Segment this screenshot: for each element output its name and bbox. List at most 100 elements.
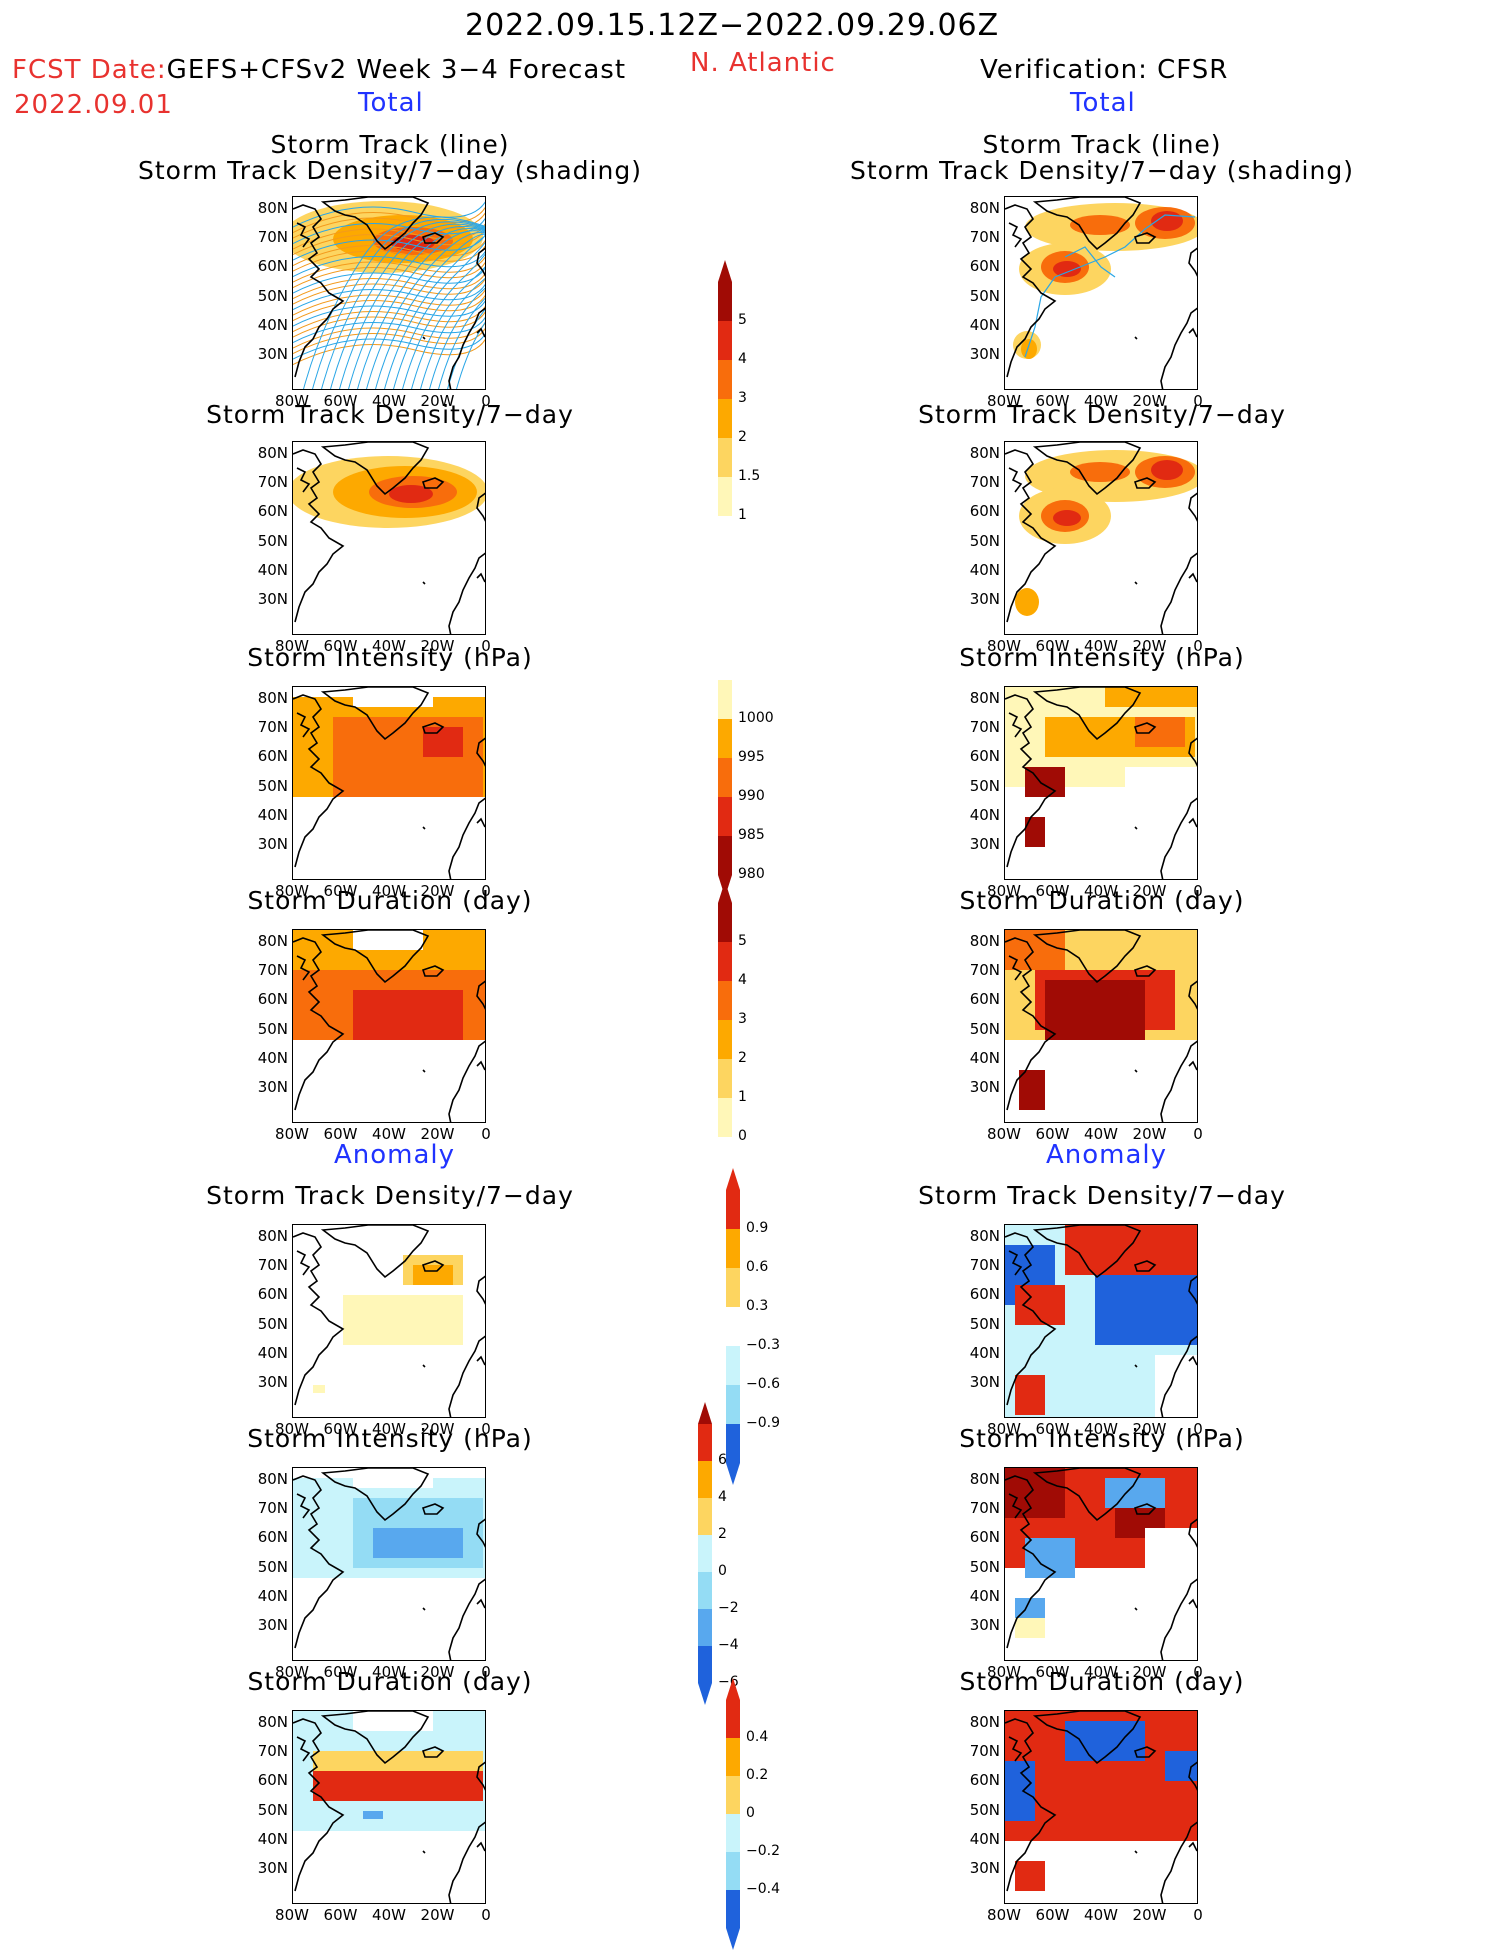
lat-tick-label: 80N <box>969 1713 1000 1731</box>
right-density-anom-map <box>1004 1224 1198 1418</box>
left-duration-title: Storm Duration (day) <box>247 886 533 915</box>
colorbar-arrow <box>726 1463 740 1485</box>
lat-tick-label: 50N <box>969 1800 1000 1819</box>
lat-tick-label: 40N <box>257 805 288 824</box>
lat-tick-label: 40N <box>969 1829 1000 1848</box>
lat-tick-label: 30N <box>257 1859 288 1877</box>
colorbar-segment <box>726 1776 740 1814</box>
lat-tick-label: 30N <box>257 345 288 363</box>
lat-tick-label: 70N <box>257 473 288 492</box>
colorbar-label: 0.3 <box>746 1298 769 1314</box>
coastline <box>293 197 485 389</box>
colorbar-label: −2 <box>718 1600 739 1616</box>
lat-tick-label: 60N <box>969 502 1000 521</box>
lat-tick-label: 60N <box>257 257 288 276</box>
no-data <box>1125 767 1197 879</box>
coastline <box>293 687 485 879</box>
lat-tick-label: 40N <box>257 560 288 579</box>
anomaly-cell <box>1015 1861 1045 1891</box>
lat-tick-label: 40N <box>257 1586 288 1605</box>
lon-tick-label: 60W <box>323 1125 358 1143</box>
anomaly-cell <box>363 1811 383 1819</box>
right-track-title-1: Storm Track (line) <box>982 130 1222 159</box>
lat-tick-label: 50N <box>257 286 288 305</box>
storm-tracks <box>293 201 485 389</box>
lon-tick-label: 60W <box>1035 1125 1070 1143</box>
density-shade <box>389 485 433 503</box>
lon-tick-label: 60W <box>323 637 358 655</box>
no-data <box>353 930 423 950</box>
colorbar-segment <box>718 981 732 1020</box>
lat-tick-label: 30N <box>969 1859 1000 1877</box>
lat-tick-label: 30N <box>969 1078 1000 1096</box>
colorbar-segment <box>726 1890 740 1928</box>
lat-tick-label: 50N <box>257 1019 288 1038</box>
colorbar-label: 4 <box>738 351 747 367</box>
right-density-anom-title: Storm Track Density/7−day <box>918 1181 1286 1210</box>
colorbar-segment <box>718 680 732 719</box>
coastline <box>1005 687 1197 879</box>
colorbar-segment <box>718 438 732 477</box>
colorbar-arrow <box>726 1678 740 1700</box>
lat-tick-label: 60N <box>969 1285 1000 1304</box>
colorbar-label: −0.4 <box>746 1881 780 1897</box>
lon-tick-label: 0 <box>481 1420 491 1438</box>
coastline <box>293 930 485 1122</box>
coastline <box>1005 1468 1197 1660</box>
lat-tick-label: 30N <box>257 1078 288 1096</box>
fcst-label: FCST Date: <box>12 55 167 85</box>
no-data <box>353 1711 433 1731</box>
colorbar-segment <box>726 1307 740 1346</box>
lon-tick-label: 80W <box>275 637 309 655</box>
colorbar-label: 0.4 <box>746 1729 769 1745</box>
colorbar-label: 4 <box>738 972 747 988</box>
lat-tick-label: 70N <box>969 473 1000 492</box>
lat-tick-label: 70N <box>969 961 1000 980</box>
lon-tick-label: 80W <box>275 882 309 900</box>
colorbar-label: −0.6 <box>746 1376 780 1392</box>
lat-tick-label: 30N <box>257 835 288 853</box>
colorbar-segment <box>698 1461 712 1498</box>
colorbar-segment <box>726 1346 740 1385</box>
colorbar-arrow <box>698 1683 712 1705</box>
left-track-title-1: Storm Track (line) <box>270 130 510 159</box>
anomaly-cell <box>1015 1375 1045 1415</box>
lat-tick-label: 70N <box>257 1742 288 1761</box>
lat-tick-label: 40N <box>969 805 1000 824</box>
colorbar-label: 1000 <box>738 710 774 726</box>
colorbar-arrow <box>718 260 732 282</box>
density-shade <box>1053 261 1081 277</box>
colorbar-segment <box>718 321 732 360</box>
colorbar-label: 5 <box>738 933 747 949</box>
left-density-anom-map <box>292 1224 486 1418</box>
lon-tick-label: 60W <box>1035 1663 1070 1681</box>
anomaly-cell <box>373 1528 463 1558</box>
lon-tick-label: 60W <box>323 882 358 900</box>
right-total-heading: Total <box>1070 88 1136 118</box>
density-anom-colorbar <box>718 1168 748 1489</box>
lon-tick-label: 0 <box>1193 882 1203 900</box>
lon-tick-label: 80W <box>275 1125 309 1143</box>
no-data <box>1135 1841 1197 1903</box>
colorbar-segment <box>718 399 732 438</box>
colorbar-label: 4 <box>718 1489 727 1505</box>
right-intensity-map <box>1004 686 1198 880</box>
lat-tick-label: 70N <box>257 961 288 980</box>
right-intensity-anom-title: Storm Intensity (hPa) <box>959 1424 1245 1453</box>
left-intensity-map <box>292 686 486 880</box>
lat-tick-label: 70N <box>257 228 288 247</box>
colorbar-label: 1.5 <box>738 468 761 484</box>
lon-tick-label: 40W <box>372 1125 406 1143</box>
colorbar-label: −0.3 <box>746 1337 780 1353</box>
colorbar-segment <box>718 836 732 875</box>
lat-tick-label: 70N <box>257 1499 288 1518</box>
coastline <box>293 1711 485 1903</box>
right-intensity-title: Storm Intensity (hPa) <box>959 643 1245 672</box>
lat-tick-label: 30N <box>969 835 1000 853</box>
lon-tick-label: 40W <box>372 1420 406 1438</box>
lon-tick-label: 20W <box>1132 1420 1167 1438</box>
colorbar-label: 0.2 <box>746 1767 769 1783</box>
lon-tick-label: 0 <box>481 637 491 655</box>
lon-tick-label: 20W <box>420 1906 455 1924</box>
lon-tick-label: 0 <box>481 1906 491 1924</box>
